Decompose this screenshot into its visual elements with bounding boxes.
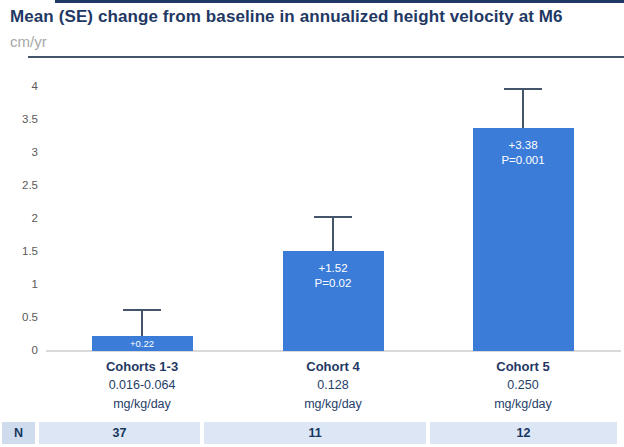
n-value-cell-cohort-5: 12 [430,422,617,444]
y-tick-label: 1 [0,278,38,290]
top-border-line [55,0,624,3]
error-bar-line-cohorts-1-3 [141,309,143,338]
y-tick-label: 0.5 [0,311,38,323]
error-bar-line-cohort-5 [522,88,524,130]
error-bar-line-cohort-4 [332,216,334,253]
y-tick-label: 3.5 [0,113,38,125]
y-tick-label: 1.5 [0,245,38,257]
bar-value-label-cohorts-1-3: +0.22 [92,337,193,350]
error-bar-cap-cohorts-1-3 [123,309,161,311]
y-axis-unit-label: cm/yr [10,33,47,50]
header-divider [28,56,624,58]
n-value-cell-cohort-4: 11 [204,422,426,444]
y-tick-label: 4 [0,80,38,92]
bar-value-label-cohort-5: +3.38P=0.001 [473,138,574,168]
category-label-cohort-5: Cohort 50.250mg/kg/day [428,357,618,414]
error-bar-cap-cohort-5 [504,88,542,90]
error-bar-cap-cohort-4 [314,216,352,218]
n-row-header: N [2,422,35,444]
chart-title: Mean (SE) change from baseline in annual… [10,7,563,27]
y-tick-label: 0 [0,344,38,356]
category-label-cohort-4: Cohort 40.128mg/kg/day [238,357,428,414]
plot-area: 0 0.5 1 1.5 2 2.5 3 3.5 4 +0.22 Cohorts 1-30.016-0… [0,60,624,420]
y-tick-label: 3 [0,146,38,158]
slide-canvas: Mean (SE) change from baseline in annual… [0,0,624,447]
category-label-cohorts-1-3: Cohorts 1-30.016-0.064mg/kg/day [47,357,237,414]
y-tick-label: 2 [0,212,38,224]
n-table: N 37 11 12 [0,422,624,444]
n-value-cell-cohorts-1-3: 37 [39,422,200,444]
bar-value-label-cohort-4: +1.52P=0.02 [283,261,384,291]
y-tick-label: 2.5 [0,179,38,191]
